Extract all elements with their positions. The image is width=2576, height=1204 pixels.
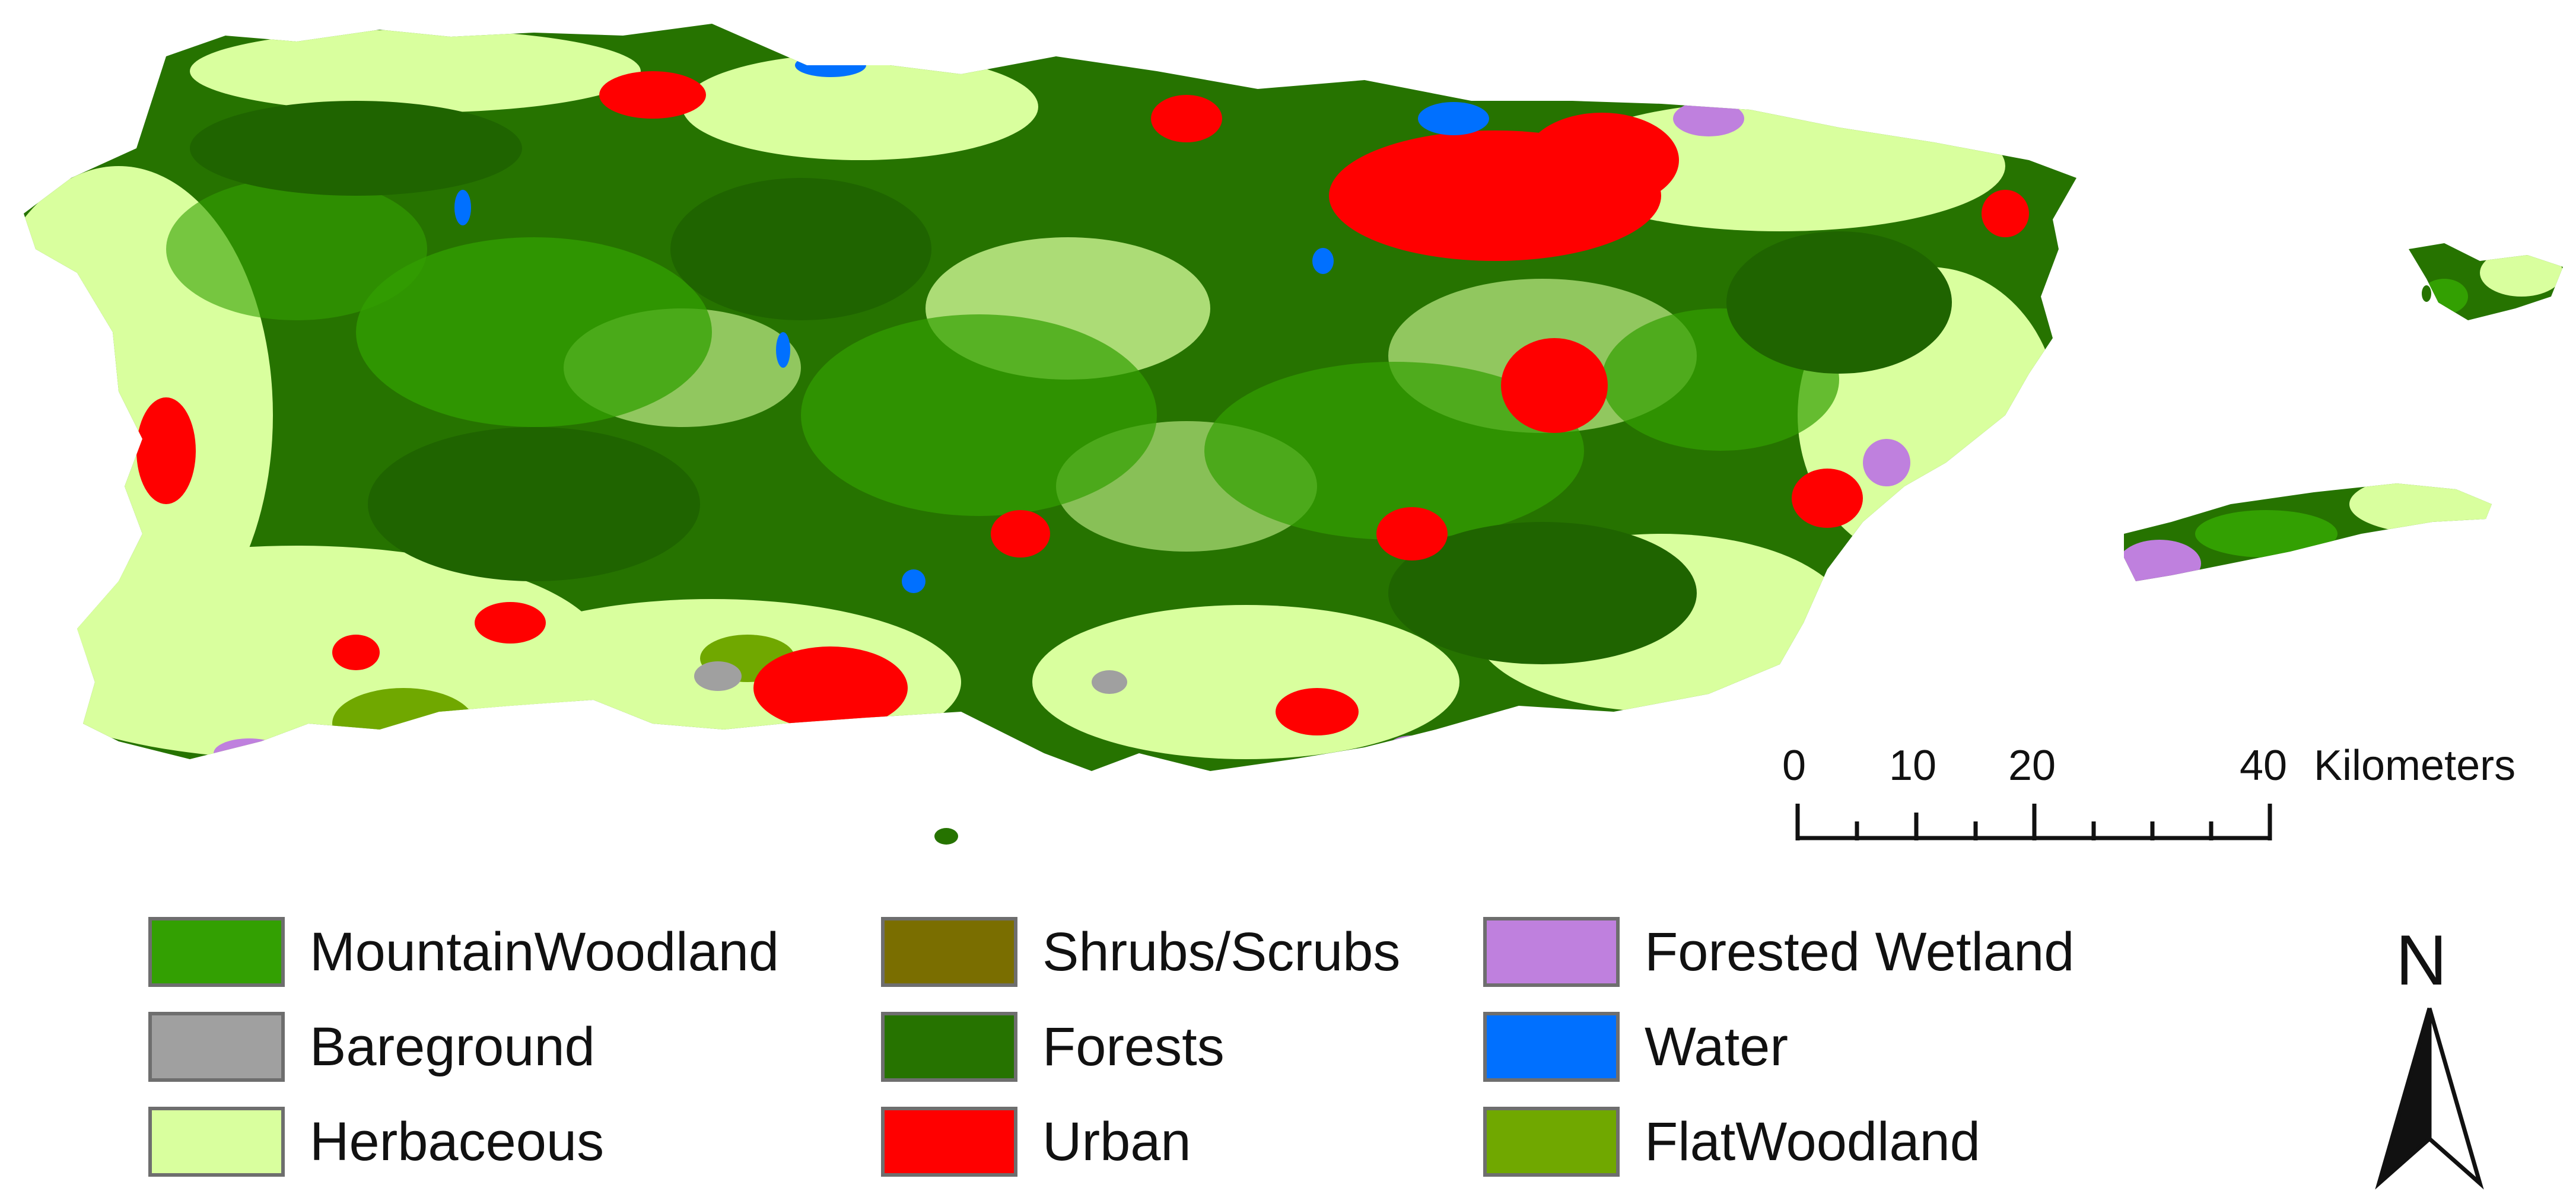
vieques-island <box>2124 483 2492 581</box>
scale-unit: Kilometers <box>2314 742 2516 789</box>
legend: MountainWoodland Bareground Herbaceous S… <box>148 913 2165 1186</box>
legend-label: FlatWoodland <box>1645 1111 1980 1172</box>
legend-label: Water <box>1645 1016 1788 1077</box>
legend-item-urban: Urban <box>881 1103 1191 1180</box>
legend-label: Forested Wetland <box>1645 921 2075 982</box>
legend-item-water: Water <box>1483 1008 1788 1085</box>
islet <box>934 828 958 845</box>
scale-bar <box>1795 804 2272 840</box>
legend-swatch <box>881 1012 1017 1082</box>
legend-swatch <box>1483 1107 1620 1177</box>
main-island <box>24 24 2076 771</box>
north-arrow-icon <box>2375 1008 2484 1190</box>
legend-swatch <box>148 1107 285 1177</box>
legend-label: Herbaceous <box>310 1111 605 1172</box>
north-label: N <box>2396 920 2447 1000</box>
legend-swatch <box>1483 1012 1620 1082</box>
scale-tick-10: 10 <box>1889 742 1937 789</box>
scale-tick-20: 20 <box>2008 742 2056 789</box>
legend-label: Shrubs/Scrubs <box>1042 921 1401 982</box>
legend-label: MountainWoodland <box>310 921 780 982</box>
legend-swatch <box>148 1012 285 1082</box>
scale-tick-40: 40 <box>2240 742 2288 789</box>
legend-item-bareground: Bareground <box>148 1008 595 1085</box>
legend-swatch <box>881 917 1017 987</box>
legend-swatch <box>148 917 285 987</box>
legend-label: Bareground <box>310 1016 595 1077</box>
islet <box>2422 285 2431 302</box>
legend-item-shrubs-scrubs: Shrubs/Scrubs <box>881 913 1400 990</box>
legend-item-herbaceous: Herbaceous <box>148 1103 604 1180</box>
legend-swatch <box>881 1107 1017 1177</box>
legend-label: Urban <box>1042 1111 1191 1172</box>
legend-item-forested-wetland: Forested Wetland <box>1483 913 2074 990</box>
legend-item-mountainwoodland: MountainWoodland <box>148 913 779 990</box>
legend-item-flatwoodland: FlatWoodland <box>1483 1103 1980 1180</box>
scale-tick-0: 0 <box>1782 742 1807 789</box>
legend-label: Forests <box>1042 1016 1225 1077</box>
legend-item-forests: Forests <box>881 1008 1225 1085</box>
culebra-island <box>2409 243 2563 320</box>
legend-swatch <box>1483 917 1620 987</box>
